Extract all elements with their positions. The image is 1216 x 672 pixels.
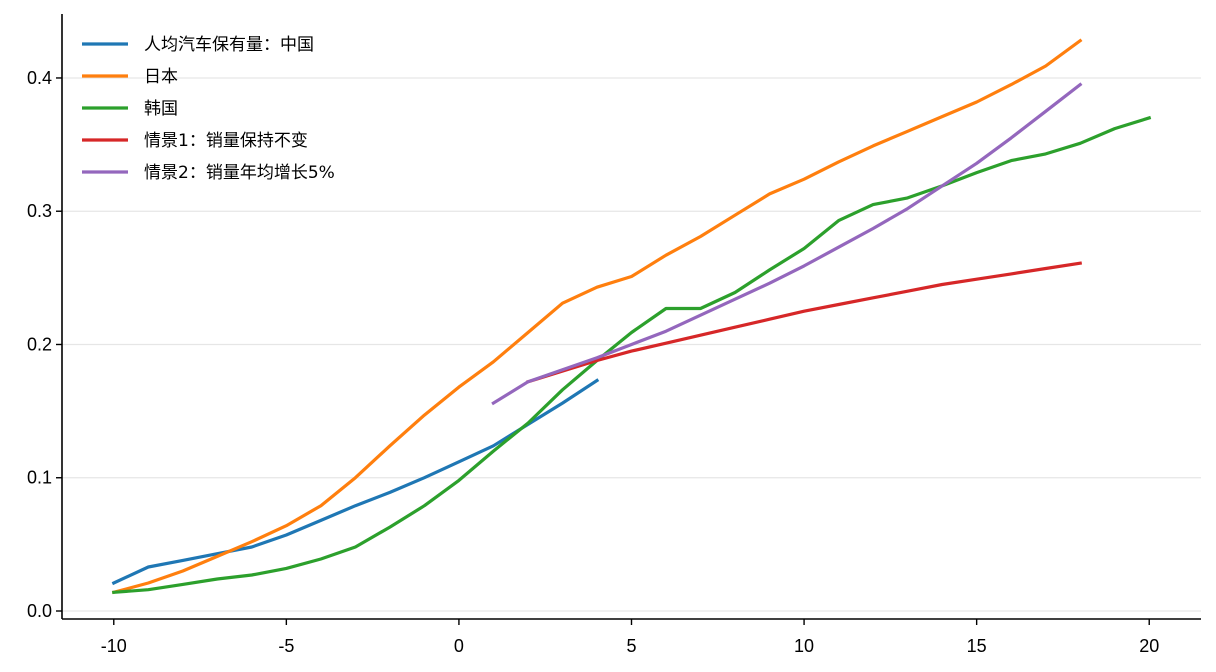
series-3 [112, 115, 1152, 595]
y-tick-label: 0.1 [27, 468, 52, 488]
series-line [111, 38, 1083, 595]
series-2 [111, 38, 1083, 595]
y-tick-label: 0.3 [27, 201, 52, 221]
x-tick-label: 15 [967, 636, 987, 656]
legend-item: 人均汽车保有量：中国 [82, 35, 314, 55]
series-5 [491, 82, 1083, 406]
series-line [112, 115, 1152, 595]
series-line [111, 378, 600, 586]
x-tick-label: 5 [626, 636, 636, 656]
series-4 [525, 261, 1083, 384]
legend-label: 韩国 [144, 99, 178, 119]
plot-area [111, 38, 1152, 595]
legend-label: 日本 [144, 67, 178, 87]
x-tick-label: 0 [454, 636, 464, 656]
x-tick-label: 20 [1139, 636, 1159, 656]
y-tick-label: 0.4 [27, 68, 52, 88]
y-tick-label: 0.0 [27, 601, 52, 621]
legend-item: 日本 [82, 67, 178, 87]
series-1 [111, 378, 600, 586]
axes [61, 14, 1201, 620]
x-tick-label: -5 [278, 636, 294, 656]
legend-item: 韩国 [82, 99, 178, 119]
legend-label: 情景2：销量年均增长5% [144, 163, 335, 183]
legend-label: 情景1：销量保持不变 [144, 131, 308, 151]
series-line [491, 82, 1083, 406]
y-tick-label: 0.2 [27, 334, 52, 354]
legend-item: 情景2：销量年均增长5% [82, 163, 335, 183]
x-tick-label: -10 [101, 636, 127, 656]
series-line [525, 261, 1083, 384]
tick-labels: 0.0 0.1 0.2 0.3 0.4 -10 -5 0 5 10 15 20 [27, 68, 1159, 656]
x-tick-label: 10 [794, 636, 814, 656]
legend-label: 人均汽车保有量：中国 [144, 35, 314, 55]
legend-item: 情景1：销量保持不变 [82, 131, 308, 151]
